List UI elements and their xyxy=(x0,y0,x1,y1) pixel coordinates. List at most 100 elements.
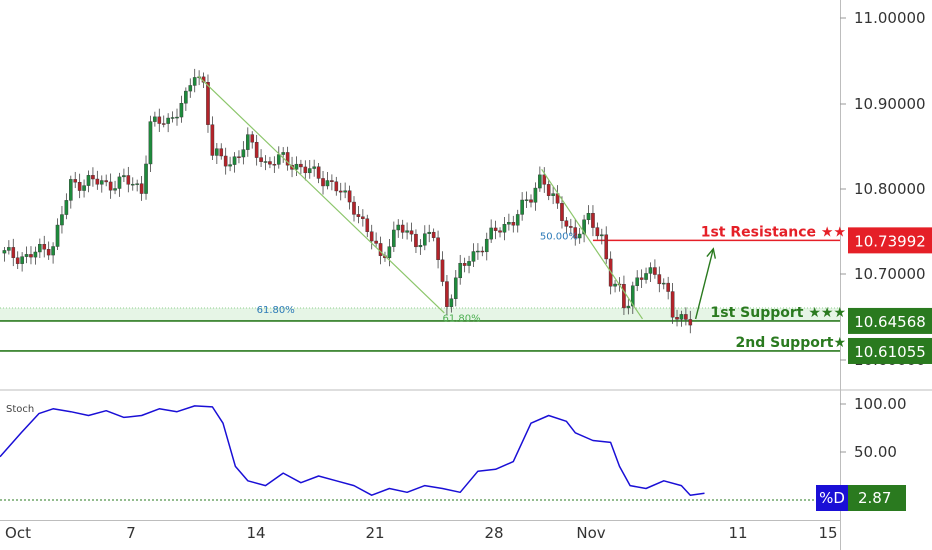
candle-body xyxy=(648,267,653,274)
candle-body xyxy=(507,222,511,225)
price-tick-label: 10.70000 xyxy=(854,265,926,283)
candle-body xyxy=(515,214,520,226)
candle-body xyxy=(144,163,148,194)
price-tick-label: 10.90000 xyxy=(854,95,926,113)
candle-body xyxy=(281,152,286,155)
candle-body xyxy=(276,154,281,165)
candle-body xyxy=(285,152,290,166)
stoch-axis-ticks: 100.00 50.00 xyxy=(840,395,907,461)
candle-body xyxy=(511,222,516,226)
candle-body xyxy=(361,216,365,219)
support-2-label: 2nd Support★ xyxy=(736,335,846,351)
fib-level-label: 50.00% xyxy=(540,231,578,242)
candle-body xyxy=(15,257,20,264)
candle-body xyxy=(312,166,316,169)
candle-body xyxy=(117,176,122,189)
candle-body xyxy=(467,261,471,266)
time-tick-label: Oct xyxy=(5,524,31,542)
price-tick-label: 11.00000 xyxy=(854,9,926,27)
candle-body xyxy=(42,244,47,250)
candle-body xyxy=(551,193,555,196)
candle-body xyxy=(325,180,330,187)
stoch-tick-label: 100.00 xyxy=(854,395,907,413)
levels-layer xyxy=(0,239,840,352)
candle-body xyxy=(684,314,688,320)
resistance-1-price-tag xyxy=(848,227,932,254)
stoch-layer xyxy=(0,405,840,501)
candle-body xyxy=(108,181,113,191)
candle-body xyxy=(688,319,693,326)
candle-body xyxy=(24,254,29,257)
candle-body xyxy=(73,179,78,183)
candle-body xyxy=(657,274,662,285)
stoch-tick-label: 50.00 xyxy=(854,443,897,461)
candle-body xyxy=(148,121,153,165)
support-zone xyxy=(0,308,840,320)
candle-body xyxy=(179,103,184,118)
stoch-title: Stoch xyxy=(6,404,34,415)
candle-body xyxy=(139,183,144,194)
candle-body xyxy=(661,282,666,285)
candle-body xyxy=(241,149,246,158)
candle-body xyxy=(268,161,272,165)
candle-body xyxy=(679,314,684,320)
candle-body xyxy=(653,267,657,275)
candle-body xyxy=(254,141,259,158)
candle-body xyxy=(68,179,73,201)
candles-layer xyxy=(2,68,693,334)
candle-body xyxy=(11,247,16,258)
candle-body xyxy=(338,190,343,193)
resistance-1-price: 10.73992 xyxy=(854,232,926,250)
candle-body xyxy=(520,199,524,215)
candle-body xyxy=(219,148,224,157)
time-tick-label: 7 xyxy=(126,524,136,542)
candle-body xyxy=(502,224,507,233)
candle-body xyxy=(577,233,582,239)
candle-body xyxy=(272,163,277,166)
projection-arrow-shaft xyxy=(694,248,714,320)
candle-body xyxy=(369,231,374,242)
candle-body xyxy=(29,254,33,258)
candle-body xyxy=(237,156,241,158)
candle-body xyxy=(595,227,600,237)
support-1-label: 1st Support ★★★ xyxy=(711,305,846,321)
candle-body xyxy=(538,174,542,189)
stoch-series-tag xyxy=(816,485,848,511)
candle-body xyxy=(573,227,578,239)
candle-body xyxy=(418,245,423,248)
price-tick-label: 10.80000 xyxy=(854,180,926,198)
candle-body xyxy=(321,178,325,187)
candle-body xyxy=(188,85,193,92)
candle-body xyxy=(533,187,538,203)
candle-body xyxy=(170,117,175,119)
time-tick-label: 28 xyxy=(484,524,503,542)
candle-body xyxy=(343,190,347,193)
candle-body xyxy=(210,124,215,156)
candle-body xyxy=(250,134,255,143)
candle-body xyxy=(387,246,392,259)
candle-body xyxy=(334,181,339,192)
candle-body xyxy=(82,185,86,191)
candle-body xyxy=(591,213,595,228)
stoch-series-name: %D xyxy=(819,489,845,507)
candle-body xyxy=(484,238,489,253)
candle-body xyxy=(352,201,356,215)
candle-body xyxy=(175,116,179,119)
support-1-price-tag xyxy=(848,307,932,334)
candle-body xyxy=(489,227,493,240)
candle-body xyxy=(613,283,617,287)
level-tags: 1st Resistance ★★ 10.73992 1st Support ★… xyxy=(701,224,932,364)
candle-body xyxy=(157,116,162,124)
candle-body xyxy=(423,233,427,246)
candle-body xyxy=(600,234,604,237)
candle-body xyxy=(330,180,334,182)
time-tick-label: 21 xyxy=(365,524,384,542)
projection-arrow-head xyxy=(706,247,717,259)
candle-body xyxy=(440,259,445,282)
candle-body xyxy=(374,240,378,244)
candle-body xyxy=(449,298,454,307)
candle-body xyxy=(427,231,432,234)
candle-body xyxy=(635,277,639,286)
candle-body xyxy=(303,166,308,174)
